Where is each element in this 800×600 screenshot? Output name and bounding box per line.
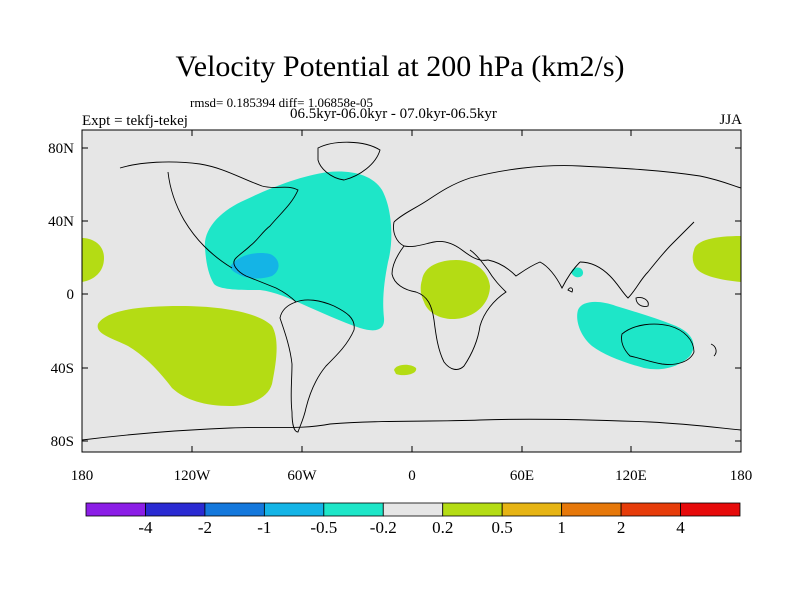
colorbar-swatch [561,502,622,517]
contour-positive-south-pacific [97,306,277,406]
contour-positive-south-atlantic [394,364,417,376]
colorbar-label: -0.5 [310,518,338,537]
statistics-text: rmsd= 0.185394 diff= 1.06858e-05 [190,95,374,110]
colorbar-label: -0.2 [369,518,397,537]
contour-positive-west-pacific [692,236,741,282]
colorbar-label: -1 [257,518,272,537]
contour-negative-atlantic [204,171,392,331]
contour-negative-arabian-sea [571,267,584,278]
x-tick-label: 180 [729,468,753,484]
colorbar-label: 0.2 [432,518,454,537]
colorbar-swatch [204,502,265,517]
colorbar-swatch [680,502,741,517]
colorbar-label: 2 [616,518,626,537]
colorbar-swatch [145,502,206,517]
contour-positive-west-pacific-wrap [82,238,104,282]
axis-ticks [82,130,741,452]
colorbar-label: -2 [197,518,212,537]
y-tick-label: 80S [50,434,74,450]
season-label: JJA [719,112,742,128]
x-tick-label: 0 [408,468,416,484]
x-tick-label: 120W [173,468,211,484]
colorbar-label: -4 [138,518,153,537]
experiment-label: Expt = tekfj-tekej [82,113,188,129]
y-tick-label: 0 [66,287,75,303]
coastlines [82,141,741,441]
contour-negative-australia [577,301,694,370]
x-tick-label: 120E [615,468,647,484]
colorbar [85,502,741,517]
colorbar-label: 4 [676,518,685,537]
colorbar-label: 1 [557,518,566,537]
period-text: 06.5kyr-06.0kyr - 07.0kyr-06.5kyr [290,106,497,122]
map-title: Velocity Potential at 200 hPa (km2/s) [175,50,625,83]
x-tick-label: 180 [70,468,94,484]
y-tick-label: 40S [50,361,74,377]
y-tick-label: 40N [48,214,74,230]
colorbar-swatch [620,502,681,517]
colorbar-swatch [263,502,325,517]
contour-positive-africa [420,260,490,320]
colorbar-label: 0.5 [491,518,513,537]
y-tick-label: 80N [48,141,74,157]
colorbar-swatch [442,502,503,517]
colorbar-swatch [501,502,563,517]
contour-negative-caribbean [230,253,279,279]
x-tick-label: 60E [509,468,535,484]
colorbar-swatch [85,502,146,517]
colorbar-swatch [382,502,444,517]
x-tick-label: 60W [287,468,317,484]
colorbar-swatch [323,502,384,517]
